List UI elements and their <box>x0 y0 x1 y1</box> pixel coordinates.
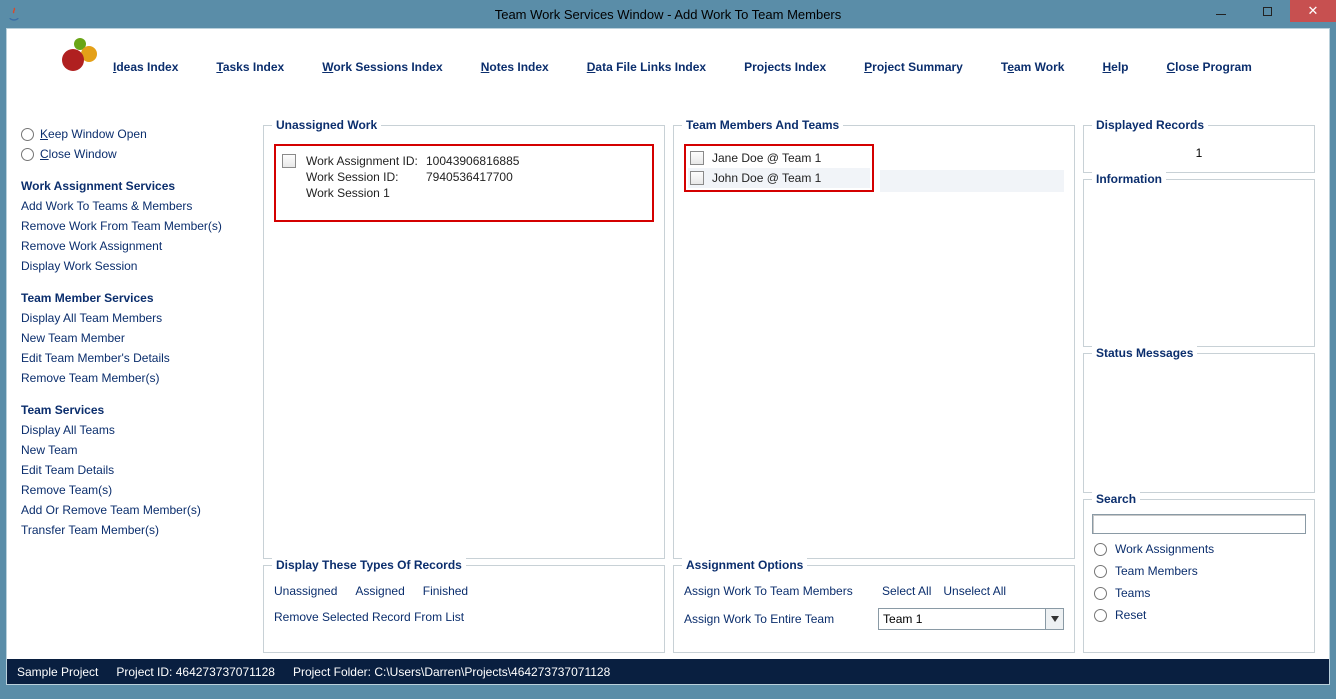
panel-search: Search Work Assignments Team Members Tea… <box>1083 499 1315 653</box>
panel-display-types: Display These Types Of Records Unassigne… <box>263 565 665 653</box>
team-select[interactable] <box>878 608 1064 630</box>
value-work-assignment-id: 10043906816885 <box>426 154 576 168</box>
member-checkbox[interactable] <box>690 171 704 185</box>
link-assign-to-members[interactable]: Assign Work To Team Members <box>684 584 870 598</box>
link-add-remove-team-members[interactable]: Add Or Remove Team Member(s) <box>21 503 255 517</box>
menu-project-summary[interactable]: Project Summary <box>864 60 963 74</box>
member-label: Jane Doe @ Team 1 <box>712 151 821 165</box>
link-remove-teams[interactable]: Remove Team(s) <box>21 483 255 497</box>
menu-tasks-index[interactable]: Tasks Index <box>216 60 284 74</box>
title-bar: Team Work Services Window - Add Work To … <box>0 0 1336 28</box>
legend-display-types: Display These Types Of Records <box>272 558 466 572</box>
close-window-radio[interactable]: Close Window <box>21 147 255 161</box>
link-display-all-team-members[interactable]: Display All Team Members <box>21 311 255 325</box>
label-work-assignment-id: Work Assignment ID: <box>306 154 426 168</box>
link-edit-team-member-details[interactable]: Edit Team Member's Details <box>21 351 255 365</box>
main-menu: Ideas Index Tasks Index Work Sessions In… <box>113 60 1252 74</box>
link-new-team[interactable]: New Team <box>21 443 255 457</box>
link-assigned[interactable]: Assigned <box>355 584 404 598</box>
heading-team-services: Team Services <box>21 403 255 417</box>
link-unselect-all[interactable]: Unselect All <box>943 584 1006 598</box>
member-label: John Doe @ Team 1 <box>712 171 821 185</box>
heading-team-member-services: Team Member Services <box>21 291 255 305</box>
chevron-down-icon[interactable] <box>1045 609 1063 629</box>
menu-close-program[interactable]: Close Program <box>1166 60 1251 74</box>
list-row-extension <box>880 170 1064 192</box>
search-opt-reset[interactable]: Reset <box>1094 608 1306 622</box>
link-display-work-session[interactable]: Display Work Session <box>21 259 255 273</box>
link-remove-selected-record[interactable]: Remove Selected Record From List <box>274 610 464 624</box>
link-transfer-team-members[interactable]: Transfer Team Member(s) <box>21 523 255 537</box>
link-add-work-to-teams[interactable]: Add Work To Teams & Members <box>21 199 255 213</box>
panel-assignment-options: Assignment Options Assign Work To Team M… <box>673 565 1075 653</box>
link-edit-team-details[interactable]: Edit Team Details <box>21 463 255 477</box>
java-icon <box>6 6 22 22</box>
legend-information: Information <box>1092 172 1166 186</box>
panel-team-members: Team Members And Teams Jane Doe @ Team 1… <box>673 125 1075 559</box>
keep-window-open-radio[interactable]: Keep Window Open <box>21 127 255 141</box>
menu-data-file-links-index[interactable]: Data File Links Index <box>587 60 706 74</box>
member-checkbox[interactable] <box>690 151 704 165</box>
top-toolbar: Ideas Index Tasks Index Work Sessions In… <box>7 29 1329 101</box>
link-new-team-member[interactable]: New Team Member <box>21 331 255 345</box>
work-assignment-card[interactable]: Work Assignment ID: 10043906816885 Work … <box>274 144 654 222</box>
link-remove-team-members[interactable]: Remove Team Member(s) <box>21 371 255 385</box>
close-button[interactable]: ✕ <box>1290 0 1336 22</box>
menu-projects-index[interactable]: Projects Index <box>744 60 826 74</box>
window-controls: ✕ <box>1198 0 1336 22</box>
status-project-folder: Project Folder: C:\Users\Darren\Projects… <box>293 665 610 679</box>
search-opt-work-assignments[interactable]: Work Assignments <box>1094 542 1306 556</box>
app-logo <box>17 40 107 90</box>
search-opt-teams[interactable]: Teams <box>1094 586 1306 600</box>
panel-information: Information <box>1083 179 1315 347</box>
menu-team-work[interactable]: Team Work <box>1001 60 1065 74</box>
menu-ideas-index[interactable]: Ideas Index <box>113 60 178 74</box>
window-title: Team Work Services Window - Add Work To … <box>0 7 1336 22</box>
minimize-button[interactable] <box>1198 0 1244 22</box>
displayed-records-count: 1 <box>1092 140 1306 160</box>
search-opt-team-members[interactable]: Team Members <box>1094 564 1306 578</box>
legend-assignment-options: Assignment Options <box>682 558 807 572</box>
team-members-highlight: Jane Doe @ Team 1 John Doe @ Team 1 <box>684 144 874 192</box>
status-project-name: Sample Project <box>17 665 98 679</box>
left-sidebar: Keep Window Open Close Window Work Assig… <box>21 125 255 653</box>
value-work-session-id: 7940536417700 <box>426 170 576 184</box>
legend-status-messages: Status Messages <box>1092 346 1197 360</box>
legend-search: Search <box>1092 492 1140 506</box>
label-work-session-id: Work Session ID: <box>306 170 426 184</box>
panel-unassigned-work: Unassigned Work Work Assignment ID: 1004… <box>263 125 665 559</box>
panel-status-messages: Status Messages <box>1083 353 1315 493</box>
link-assign-to-team[interactable]: Assign Work To Entire Team <box>684 612 866 626</box>
link-remove-work-assignment[interactable]: Remove Work Assignment <box>21 239 255 253</box>
menu-work-sessions-index[interactable]: Work Sessions Index <box>322 60 443 74</box>
link-finished[interactable]: Finished <box>423 584 468 598</box>
legend-displayed-records: Displayed Records <box>1092 118 1208 132</box>
heading-work-assignment-services: Work Assignment Services <box>21 179 255 193</box>
menu-help[interactable]: Help <box>1102 60 1128 74</box>
status-bar: Sample Project Project ID: 4642737370711… <box>7 659 1329 684</box>
link-select-all[interactable]: Select All <box>882 584 931 598</box>
menu-notes-index[interactable]: Notes Index <box>481 60 549 74</box>
search-input[interactable] <box>1092 514 1306 534</box>
team-member-row[interactable]: John Doe @ Team 1 <box>688 168 870 188</box>
team-select-value[interactable] <box>879 609 1045 629</box>
legend-unassigned-work: Unassigned Work <box>272 118 381 132</box>
status-project-id: Project ID: 464273737071128 <box>116 665 275 679</box>
link-display-all-teams[interactable]: Display All Teams <box>21 423 255 437</box>
team-member-row[interactable]: Jane Doe @ Team 1 <box>688 148 870 168</box>
window-body: Ideas Index Tasks Index Work Sessions In… <box>6 28 1330 685</box>
legend-team-members: Team Members And Teams <box>682 118 843 132</box>
panel-displayed-records: Displayed Records 1 <box>1083 125 1315 173</box>
maximize-button[interactable] <box>1244 0 1290 22</box>
link-unassigned[interactable]: Unassigned <box>274 584 337 598</box>
link-remove-work-from-member[interactable]: Remove Work From Team Member(s) <box>21 219 255 233</box>
work-assignment-checkbox[interactable] <box>282 154 296 168</box>
label-work-session-name: Work Session 1 <box>306 186 426 200</box>
